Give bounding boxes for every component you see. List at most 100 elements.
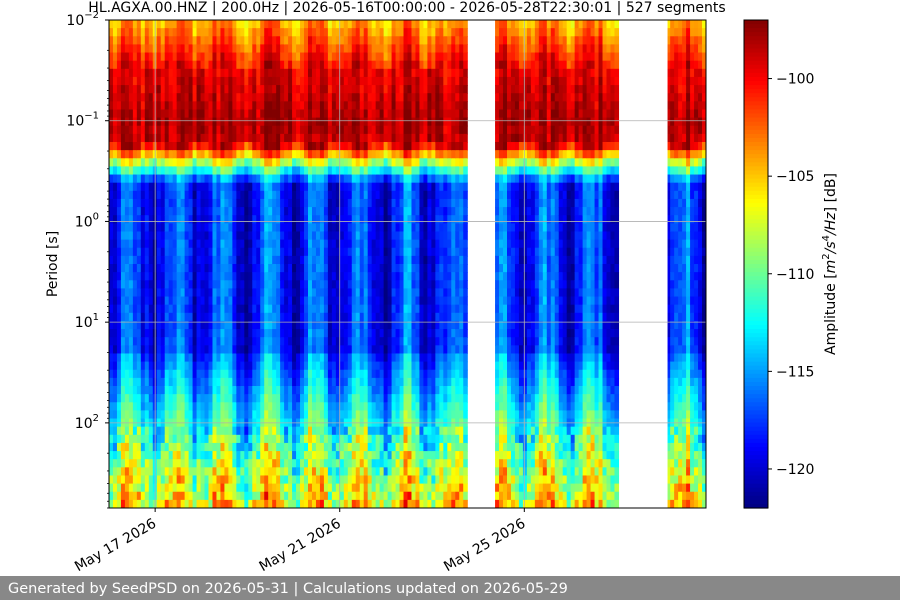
heatmap-cell: [272, 239, 277, 249]
heatmap-cell: [176, 337, 182, 346]
heatmap-cell: [148, 434, 154, 444]
heatmap-cell: [164, 426, 170, 436]
heatmap-cell: [300, 320, 305, 330]
heatmap-cell: [224, 288, 229, 298]
heatmap-cell: [192, 475, 198, 485]
heatmap-cell: [208, 36, 214, 45]
heatmap-cell: [188, 215, 194, 224]
heatmap-cell: [319, 166, 325, 176]
heatmap-cell: [407, 44, 413, 54]
heatmap-cell: [431, 85, 436, 94]
heatmap-cell: [172, 329, 178, 338]
heatmap-cell: [419, 207, 425, 216]
heatmap-cell: [387, 329, 393, 338]
heatmap-cell: [268, 499, 273, 508]
heatmap-cell: [276, 377, 281, 387]
heatmap-cell: [363, 239, 369, 249]
heatmap-cell: [435, 337, 440, 346]
heatmap-cell: [148, 207, 154, 216]
heatmap-cell: [116, 215, 122, 224]
heatmap-cell: [288, 93, 293, 102]
heatmap-cell: [280, 288, 285, 298]
heatmap-cell: [276, 475, 281, 485]
heatmap-cell: [188, 85, 194, 94]
heatmap-cell: [435, 36, 440, 45]
heatmap-cell: [280, 459, 285, 468]
heatmap-cell: [403, 158, 409, 167]
heatmap-cell: [252, 475, 257, 485]
heatmap-cell: [331, 60, 337, 70]
heatmap-cell: [228, 467, 233, 477]
heatmap-cell: [160, 133, 166, 143]
heatmap-cell: [415, 158, 421, 167]
heatmap-cell: [339, 264, 345, 273]
heatmap-cell: [367, 223, 373, 233]
heatmap-cell: [184, 158, 190, 167]
heatmap-cell: [395, 231, 401, 241]
heatmap-cell: [391, 459, 397, 468]
heatmap-cell: [244, 264, 249, 273]
heatmap-cell: [264, 402, 269, 411]
heatmap-cell: [327, 223, 333, 233]
heatmap-cell: [343, 499, 349, 508]
heatmap-cell: [256, 280, 261, 289]
heatmap-cell: [419, 255, 425, 265]
heatmap-cell: [204, 125, 210, 135]
heatmap-cell: [244, 361, 249, 371]
heatmap-cell: [124, 239, 130, 249]
heatmap-cell: [308, 68, 313, 78]
heatmap-cell: [375, 491, 381, 501]
heatmap-cell: [200, 499, 206, 508]
heatmap-cell: [200, 44, 206, 54]
heatmap-cell: [323, 451, 329, 460]
heatmap-cell: [268, 442, 273, 452]
heatmap-cell: [224, 353, 229, 363]
heatmap-cell: [292, 499, 297, 508]
heatmap-cell: [252, 85, 257, 94]
heatmap-cell: [296, 483, 301, 493]
heatmap-cell: [379, 394, 385, 403]
heatmap-cell: [296, 288, 301, 298]
heatmap-cell: [355, 426, 361, 436]
heatmap-cell: [343, 337, 349, 346]
heatmap-cell: [300, 255, 305, 265]
heatmap-cell: [144, 207, 150, 216]
heatmap-cell: [260, 353, 265, 363]
heatmap-cell: [180, 280, 186, 289]
heatmap-cell: [109, 434, 114, 444]
heatmap-cell: [236, 85, 241, 94]
heatmap-cell: [228, 223, 233, 233]
heatmap-cell: [132, 44, 138, 54]
heatmap-cell: [427, 312, 432, 322]
heatmap-cell: [383, 174, 389, 184]
heatmap-cell: [160, 491, 166, 501]
heatmap-cell: [339, 353, 345, 363]
heatmap-cell: [144, 377, 150, 387]
heatmap-cell: [407, 312, 413, 322]
heatmap-cell: [427, 377, 432, 387]
heatmap-cell: [128, 312, 134, 322]
heatmap-cell: [403, 207, 409, 216]
heatmap-cell: [264, 133, 269, 143]
heatmap-cell: [300, 345, 305, 355]
heatmap-cell: [109, 467, 114, 477]
heatmap-cell: [411, 329, 417, 338]
heatmap-cell: [124, 296, 130, 306]
heatmap-cell: [387, 133, 393, 143]
heatmap-cell: [411, 442, 417, 452]
heatmap-cell: [109, 85, 114, 94]
heatmap-cell: [180, 150, 186, 159]
heatmap-cell: [280, 353, 285, 363]
heatmap-cell: [288, 442, 293, 452]
heatmap-cell: [124, 402, 130, 411]
heatmap-cell: [304, 142, 309, 151]
heatmap-cell: [204, 36, 210, 45]
heatmap-cell: [148, 499, 154, 508]
heatmap-cell: [192, 28, 198, 37]
heatmap-cell: [296, 198, 301, 208]
heatmap-cell: [144, 60, 150, 70]
heatmap-cell: [236, 377, 241, 387]
heatmap-cell: [415, 434, 421, 444]
heatmap-cell: [116, 499, 122, 508]
heatmap-cell: [391, 36, 397, 45]
